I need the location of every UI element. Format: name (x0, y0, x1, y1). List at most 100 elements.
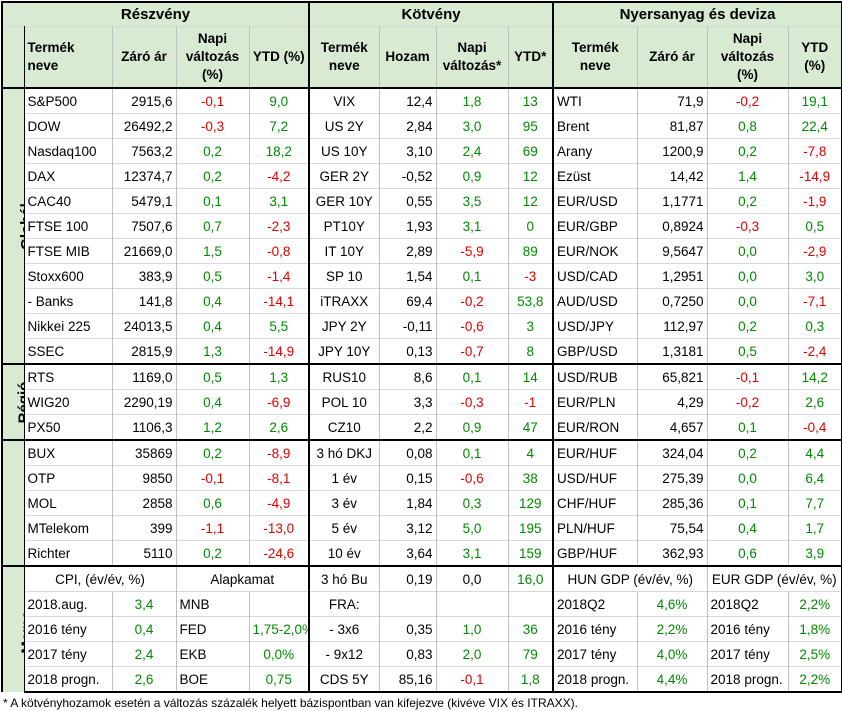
comm-name: USD/JPY (552, 313, 638, 339)
bond-name: 1 év (308, 465, 380, 491)
memo-row: 2018.aug. 3,4 MNB FRA: 2018Q2 4,6% 2018Q2 2,2% (2, 591, 842, 617)
hun-gdp-value: 2,2% (636, 616, 708, 642)
stock-daily: 0,4 (175, 389, 249, 415)
eur-gdp-header: EUR GDP (év/év, %) (706, 565, 842, 592)
bond-ytd: 8 (507, 338, 555, 364)
table-row: Régió RTS 1169,0 0,5 1,3 RUS10 8,6 0,1 14 USD/RUB… (1, 363, 842, 440)
memo-bond-yield: 0,35 (378, 616, 437, 642)
group-label-text: Memo: (18, 605, 24, 654)
stock-ytd: 3,1 (248, 188, 311, 214)
stock-ytd: -13,0 (248, 515, 311, 541)
hun-gdp-label: 2017 tény (552, 641, 638, 667)
comm-daily: 0,2 (706, 313, 789, 339)
stock-daily: 1,2 (175, 414, 249, 440)
table-row: OTP 9850 -0,1 -8,1 1 év 0,15 -0,6 38 USD/HUF 275,… (2, 465, 842, 491)
bond-daily: -0,7 (435, 338, 509, 364)
hun-gdp-label: 2018 progn. (552, 666, 638, 693)
bond-yield: 3,3 (378, 389, 437, 415)
col-comm-daily: Napi változás (%) (706, 26, 789, 88)
bond-yield: 1,84 (378, 490, 437, 516)
memo-bond-yield: 85,16 (378, 666, 437, 693)
stock-daily: 0,2 (175, 439, 249, 466)
stock-close: 26492,2 (111, 113, 176, 139)
stock-name: Richter (23, 540, 112, 566)
comm-daily: -0,2 (706, 389, 789, 415)
bond-ytd: 13 (507, 87, 555, 114)
bond-name: POL 10 (308, 389, 380, 415)
bond-yield: 2,84 (378, 113, 437, 139)
table-row: DAX 12374,7 0,2 -4,2 GER 2Y -0,52 0,9 12 Ezüst 14… (2, 163, 842, 189)
bond-yield: 0,15 (378, 465, 437, 491)
stock-name: Nikkei 225 (23, 313, 112, 339)
comm-ytd: -7,8 (787, 138, 842, 164)
group-label-region: Régió (1, 363, 25, 440)
memo-bond-ytd (507, 591, 555, 617)
stock-daily: -0,1 (175, 465, 249, 491)
comm-close: 1,3181 (636, 338, 708, 364)
corner-cell (1, 26, 25, 88)
bond-daily: -0,2 (435, 288, 509, 314)
hun-gdp-value: 4,4% (636, 666, 708, 693)
group-label-memo: Memo: (1, 565, 25, 692)
bond-ytd: 159 (507, 540, 555, 566)
col-product: Termék neve (23, 26, 112, 88)
stock-close: 9850 (111, 465, 176, 491)
bond-ytd: 195 (507, 515, 555, 541)
cpi-label: 2018.aug. (23, 591, 112, 617)
eur-gdp-value: 2,2% (787, 591, 842, 617)
stock-ytd: 7,2 (248, 113, 311, 139)
comm-close: 285,36 (636, 490, 708, 516)
bond-ytd: 12 (507, 163, 555, 189)
bond-ytd: -1 (507, 389, 555, 415)
comm-ytd: 19,1 (787, 87, 842, 114)
memo-bond-name: - 3x6 (308, 616, 380, 642)
memo-bond-yield (378, 591, 437, 617)
comm-name: GBP/HUF (552, 540, 638, 566)
col-bond-ytd: YTD* (507, 26, 555, 88)
bond-ytd: 4 (507, 439, 555, 466)
bond-ytd: 0 (507, 213, 555, 239)
comm-close: 75,54 (636, 515, 708, 541)
comm-name: Brent (552, 113, 638, 139)
memo-row: 2018 progn. 2,6 BOE 0,75 CDS 5Y 85,16 -0,1 1,8 2… (2, 666, 842, 693)
bond-yield: 0,13 (378, 338, 437, 364)
table-row: Magyar BUX 35869 0,2 -8,9 3 hó DKJ 0,08 0,1 4 EUR… (1, 439, 842, 566)
rate-value (248, 591, 311, 617)
memo-bond-name: FRA: (308, 591, 380, 617)
hun-gdp-value: 4,0% (636, 641, 708, 667)
table-row: Globál S&P500 2915,6 -0,1 9,0 VIX 12,4 1,8 13 WTI… (1, 87, 842, 364)
stock-daily: 0,7 (175, 213, 249, 239)
stock-daily: 0,2 (175, 163, 249, 189)
cpi-label: 2017 tény (23, 641, 112, 667)
bond-name: VIX (308, 87, 380, 114)
stock-daily: 0,2 (175, 138, 249, 164)
rate-value: 0,75 (248, 666, 311, 693)
cpi-label: 2018 progn. (23, 666, 112, 693)
group-label-global: Globál (1, 87, 25, 364)
table-row: Stoxx600 383,9 0,5 -1,4 SP 10 1,54 0,1 -3 USD/CA… (2, 263, 842, 289)
comm-daily: 0,2 (706, 188, 789, 214)
comm-ytd: 7,7 (787, 490, 842, 516)
rate-value: 1,75-2,0% (248, 616, 311, 642)
comm-ytd: -1,9 (787, 188, 842, 214)
col-yield: Hozam (378, 26, 437, 88)
bond-ytd: 95 (507, 113, 555, 139)
rate-value: 0,0% (248, 641, 311, 667)
comm-daily: -0,3 (706, 213, 789, 239)
comm-daily: 0,5 (706, 338, 789, 364)
stock-name: DOW (23, 113, 112, 139)
bond-name: 3 év (308, 490, 380, 516)
memo-bond-ytd: 16,0 (507, 565, 555, 592)
bond-daily: 1,8 (435, 87, 509, 114)
comm-ytd: 0,5 (787, 213, 842, 239)
memo-bond-yield: 0,83 (378, 641, 437, 667)
bond-yield: 0,55 (378, 188, 437, 214)
bond-daily: 0,1 (435, 363, 509, 390)
comm-ytd: 22,4 (787, 113, 842, 139)
group-label-hu: Magyar (1, 439, 25, 566)
bond-yield: 2,89 (378, 238, 437, 264)
cpi-header: CPI, (év/év, %) (23, 565, 176, 592)
comm-close: 9,5647 (636, 238, 708, 264)
stock-ytd: -0,8 (248, 238, 311, 264)
stock-close: 12374,7 (111, 163, 176, 189)
